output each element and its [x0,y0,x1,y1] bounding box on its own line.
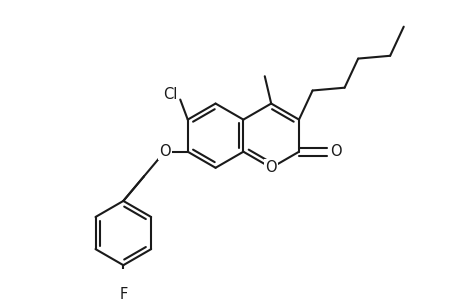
Text: O: O [265,160,276,175]
Text: O: O [330,144,341,159]
Text: O: O [158,144,170,159]
Text: F: F [119,287,127,300]
Text: Cl: Cl [163,87,177,102]
